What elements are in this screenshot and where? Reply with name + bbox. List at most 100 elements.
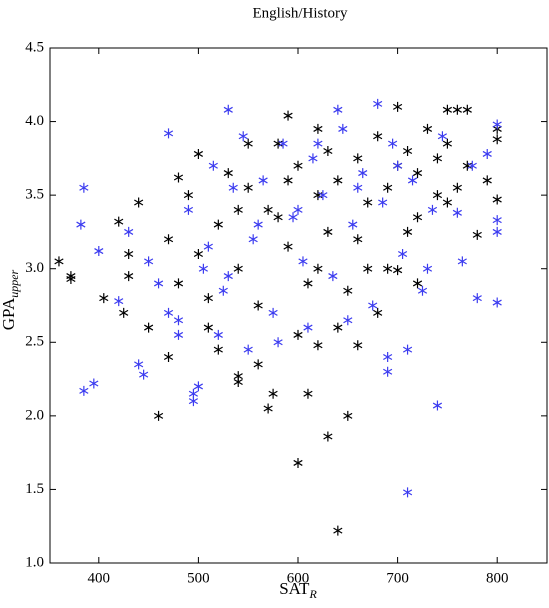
scatter-point [134, 359, 144, 370]
scatter-point [328, 271, 338, 282]
scatter-point [338, 123, 348, 134]
scatter-point [358, 168, 368, 179]
scatter-point [442, 197, 453, 208]
scatter-point [163, 128, 174, 139]
y-tick-label: 1.0 [25, 554, 44, 570]
scatter-point [173, 172, 184, 183]
scatter-point [193, 381, 204, 392]
scatter-point [323, 431, 333, 442]
scatter-point [303, 278, 313, 289]
x-axis-label-main: SAT [279, 579, 310, 598]
scatter-point [119, 307, 129, 318]
scatter-point [213, 329, 223, 340]
scatter-point [313, 190, 323, 201]
scatter-point [373, 307, 383, 318]
scatter-point [163, 234, 174, 245]
scatter-point [427, 204, 438, 215]
scatter-point [432, 400, 443, 411]
y-tick-label: 4.5 [25, 39, 44, 55]
scatter-point [343, 410, 353, 421]
scatter-point [323, 226, 333, 237]
scatter-point [378, 197, 388, 208]
scatter-point [114, 296, 124, 307]
scatter-point [153, 278, 164, 289]
scatter-point [412, 168, 423, 179]
scatter-point [333, 175, 343, 186]
scatter-point [263, 204, 273, 215]
scatter-point [253, 359, 263, 370]
scatter-point [313, 340, 323, 351]
scatter-point [213, 344, 223, 355]
scatter-point [79, 182, 89, 193]
scatter-point [452, 104, 462, 115]
scatter-point [472, 229, 482, 240]
scatter-point [288, 212, 298, 223]
scatter-point [273, 337, 283, 348]
scatter-point [432, 153, 443, 164]
scatter-point [144, 322, 154, 333]
scatter-point [173, 278, 184, 289]
scatter-point [392, 101, 403, 112]
scatter-point [343, 285, 353, 296]
scatter-point [482, 148, 492, 159]
scatter-point [124, 271, 134, 282]
scatter-point [383, 352, 393, 362]
scatter-point [462, 160, 472, 171]
scatter-point [353, 340, 363, 351]
scatter-point [298, 256, 308, 267]
scatter-point [368, 300, 378, 311]
scatter-point [467, 160, 477, 171]
scatter-point [54, 256, 64, 267]
scatter-point [243, 344, 253, 355]
scatter-point [139, 369, 149, 380]
x-axis-label-sub: R [308, 587, 317, 601]
x-tick-label: 700 [386, 570, 409, 586]
scatter-point [163, 352, 174, 362]
scatter-point [348, 219, 358, 230]
scatter-point [462, 104, 472, 115]
scatter-point [263, 403, 273, 414]
scatter-point [193, 148, 204, 159]
scatter-point [124, 249, 134, 259]
scatter-point [243, 138, 253, 149]
scatter-point [313, 138, 323, 149]
scatter-point [213, 219, 223, 230]
x-tick-label: 800 [486, 570, 509, 586]
scatter-point [243, 182, 253, 193]
scatter-point [383, 263, 393, 274]
scatter-point [333, 322, 343, 333]
scatter-point [283, 110, 293, 121]
scatter-point [303, 322, 313, 333]
scatter-point [472, 293, 482, 304]
scatter-point [76, 219, 86, 230]
scatter-point [412, 278, 423, 289]
scatter-point [417, 285, 428, 296]
scatter-point [363, 197, 373, 208]
scatter-point [253, 300, 263, 311]
scatter-point [383, 182, 393, 193]
scatter-point [373, 98, 383, 109]
scatter-point [353, 153, 363, 164]
chart-title: English/History [252, 5, 348, 21]
scatter-point [492, 226, 502, 237]
scatter-point [492, 134, 502, 145]
scatter-point [79, 385, 89, 396]
scatter-point [432, 190, 443, 201]
scatter-point [452, 182, 462, 193]
scatter-point [402, 344, 413, 355]
scatter-point [94, 246, 104, 257]
scatter-point [124, 226, 134, 237]
scatter-point [273, 138, 283, 149]
scatter-point [183, 190, 194, 201]
scatter-point [412, 212, 423, 223]
scatter-point [283, 175, 293, 186]
scatter-point [333, 104, 343, 115]
scatter-point [114, 216, 124, 227]
y-tick-label: 3.5 [25, 187, 44, 203]
scatter-point [218, 285, 228, 296]
scatter-point [208, 160, 218, 171]
scatter-point [253, 219, 263, 230]
scatter-point [402, 146, 413, 156]
scatter-point [153, 410, 164, 421]
scatter-point [492, 194, 502, 205]
